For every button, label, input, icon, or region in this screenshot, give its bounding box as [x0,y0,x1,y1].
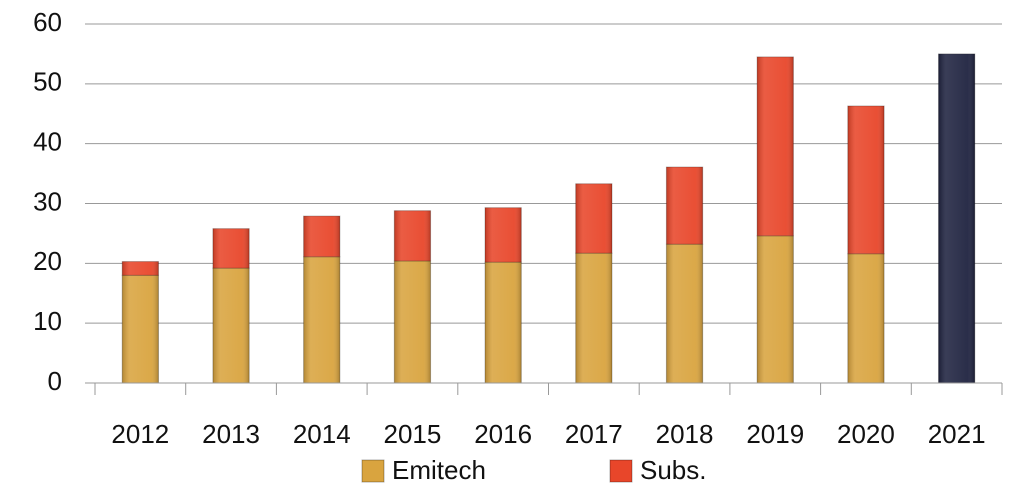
y-tick-label: 60 [33,7,62,37]
x-tick-label: 2012 [111,419,169,449]
bar-shade [666,244,703,383]
x-tick-label: 2016 [474,419,532,449]
legend-label: Emitech [392,455,486,485]
bar-shade [757,56,794,236]
legend-swatch [609,459,633,483]
x-tick-label: 2021 [928,419,986,449]
bar-shade [303,216,340,257]
bar-shade [575,253,612,383]
bar-shade [303,256,340,383]
x-tick-label: 2020 [837,419,895,449]
bar-shade [394,260,431,383]
y-tick-label: 40 [33,127,62,157]
x-tick-label: 2013 [202,419,260,449]
legend-label: Subs. [640,455,707,485]
bar-shade [485,262,522,383]
bar-shade [847,105,885,254]
y-tick-label: 20 [33,246,62,276]
x-tick-label: 2015 [384,419,442,449]
bar-shade [847,253,885,383]
bar-shade [938,53,975,384]
bar-shade [122,275,159,383]
legend-swatch [361,459,385,483]
bar-shade [666,167,703,245]
bar-shade [122,261,159,276]
x-tick-label: 2019 [746,419,804,449]
bar-shade [212,228,250,269]
bar-shade [575,183,612,254]
y-tick-label: 50 [33,67,62,97]
y-tick-label: 10 [33,306,62,336]
bar-shade [394,210,431,261]
y-tick-label: 30 [33,186,62,216]
x-tick-label: 2017 [565,419,623,449]
bar-shade [485,207,522,263]
bar-shade [212,268,250,383]
x-tick-label: 2018 [656,419,714,449]
y-tick-label: 0 [48,366,62,396]
x-tick-label: 2014 [293,419,351,449]
bar-shade [757,235,794,383]
